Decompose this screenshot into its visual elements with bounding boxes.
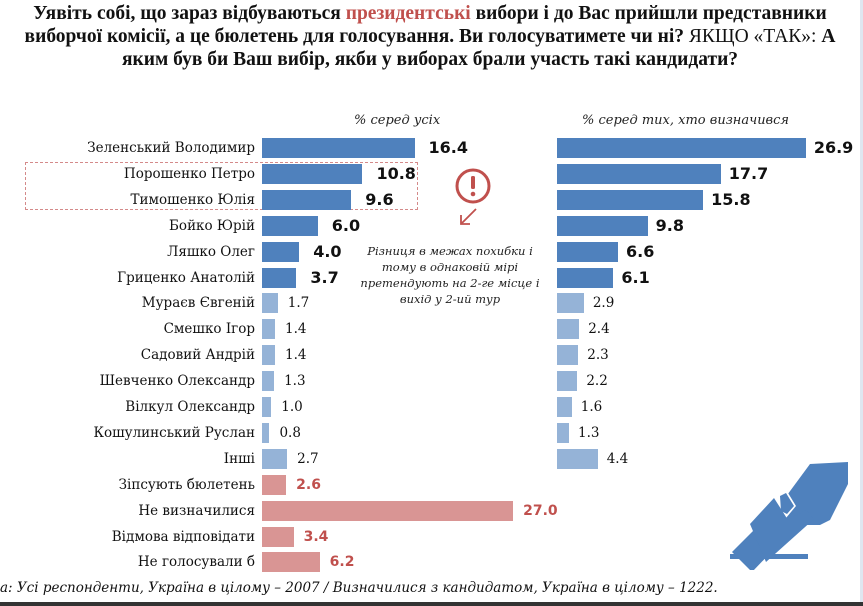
bar-decided bbox=[557, 293, 584, 314]
category-label: Зеленський Володимир bbox=[87, 140, 255, 156]
value-label-all: 1.3 bbox=[284, 373, 306, 390]
bar-decided bbox=[557, 371, 578, 392]
bar-all-respondents bbox=[262, 345, 276, 366]
bar-all-respondents bbox=[262, 189, 352, 210]
bar-all-respondents bbox=[262, 319, 276, 340]
category-label: Тимошенко Юлія bbox=[130, 191, 255, 208]
title-text-3: А яким був би Ваш вибір, якби у виборах … bbox=[121, 26, 836, 70]
bar-decided bbox=[557, 241, 619, 262]
bar-decided bbox=[557, 422, 570, 443]
title-text-2: вибори і до Вас прийшли представники виб… bbox=[24, 3, 827, 47]
title-condition: ЯКЩО «ТАК»: bbox=[688, 26, 817, 47]
value-label-decided: 1.6 bbox=[580, 399, 603, 415]
value-label-all: 3.4 bbox=[303, 528, 329, 545]
category-label: Не голосували б bbox=[137, 554, 255, 571]
bar-all-respondents bbox=[262, 215, 318, 236]
value-label-all: 6.0 bbox=[331, 215, 361, 235]
value-label-all: 2.7 bbox=[297, 450, 319, 467]
value-label-all: 9.6 bbox=[365, 189, 394, 209]
category-label: Кошулинський Руслан bbox=[93, 424, 256, 441]
chart-title: Уявіть собі, що зараз відбуваються прези… bbox=[0, 2, 860, 71]
value-label-decided: 1.3 bbox=[578, 424, 600, 441]
exclamation-circle-icon bbox=[455, 168, 491, 225]
value-label-decided: 26.9 bbox=[813, 138, 854, 157]
bar-decided bbox=[557, 319, 580, 340]
category-label: Відмова відповідати bbox=[111, 528, 255, 545]
value-label-decided: 9.8 bbox=[655, 215, 684, 235]
value-label-all: 10.8 bbox=[376, 163, 416, 183]
value-label-decided: 15.8 bbox=[711, 189, 751, 209]
bar-all-respondents bbox=[262, 500, 514, 521]
footer-line bbox=[0, 602, 863, 606]
bar-decided bbox=[557, 189, 704, 210]
value-label-all: 0.8 bbox=[279, 424, 301, 441]
bar-decided bbox=[557, 215, 648, 236]
category-label: Зіпсують бюлетень bbox=[118, 476, 255, 493]
bar-decided bbox=[557, 448, 598, 469]
value-label-all: 16.4 bbox=[428, 138, 468, 157]
category-label: Гриценко Анатолій bbox=[117, 269, 255, 286]
value-label-all: 1.4 bbox=[285, 347, 307, 364]
category-label: Порошенко Петро bbox=[123, 165, 255, 182]
category-label: Ляшко Олег bbox=[167, 243, 255, 260]
value-label-decided: 6.1 bbox=[621, 267, 650, 287]
category-label: Шевченко Олександр bbox=[99, 373, 255, 390]
bar-all-respondents bbox=[262, 448, 288, 469]
bar-all-respondents bbox=[262, 267, 297, 288]
right-chart-subtitle: % серед тих, хто визначився bbox=[582, 113, 790, 128]
value-label-all: 4.0 bbox=[313, 241, 342, 261]
value-label-decided: 2.2 bbox=[586, 373, 608, 390]
footer-base-note: а: Усі респонденти, Україна в цілому – 2… bbox=[0, 580, 718, 596]
value-label-decided: 6.6 bbox=[626, 241, 655, 261]
category-label: Смешко Ігор bbox=[163, 321, 255, 338]
value-label-all: 6.2 bbox=[329, 554, 355, 571]
bar-decided bbox=[557, 163, 721, 184]
value-label-all: 1.7 bbox=[287, 295, 310, 312]
bar-all-respondents bbox=[262, 138, 415, 158]
value-label-all: 27.0 bbox=[523, 502, 558, 519]
left-chart-subtitle: % серед усіх bbox=[354, 113, 441, 128]
category-label: Не визначилися bbox=[138, 502, 255, 519]
title-accent: президентські bbox=[345, 3, 471, 24]
category-label: Садовий Андрій bbox=[140, 347, 255, 364]
right-border bbox=[860, 0, 863, 606]
title-text-1: Уявіть собі, що зараз відбуваються bbox=[33, 3, 346, 24]
value-label-decided: 17.7 bbox=[728, 163, 769, 183]
bar-all-respondents bbox=[262, 163, 363, 184]
category-label: Мураєв Євгеній bbox=[141, 295, 255, 312]
category-label: Бойко Юрій bbox=[169, 217, 255, 234]
bar-decided bbox=[557, 345, 579, 366]
bar-all-respondents bbox=[262, 241, 300, 262]
ballot-box-hand-icon bbox=[730, 462, 848, 570]
category-label: Вілкул Олександр bbox=[125, 399, 255, 415]
bar-all-respondents bbox=[262, 397, 272, 417]
bar-all-respondents bbox=[262, 526, 294, 547]
annotation-note: Різниця в межах похибки і тому в однаков… bbox=[360, 244, 540, 306]
bar-decided bbox=[557, 397, 572, 417]
highlight-box bbox=[25, 162, 418, 210]
bar-decided bbox=[557, 138, 806, 158]
value-label-decided: 2.9 bbox=[592, 295, 615, 312]
bar-all-respondents bbox=[262, 371, 275, 392]
value-label-decided: 4.4 bbox=[606, 450, 629, 467]
value-label-all: 1.0 bbox=[281, 399, 303, 415]
value-label-all: 1.4 bbox=[285, 321, 307, 338]
bar-all-respondents bbox=[262, 552, 320, 573]
value-label-decided: 2.3 bbox=[587, 347, 609, 364]
bar-all-respondents bbox=[262, 293, 278, 314]
category-label: Інші bbox=[223, 450, 255, 467]
value-label-all: 2.6 bbox=[296, 476, 321, 493]
bar-decided bbox=[557, 267, 614, 288]
value-label-all: 3.7 bbox=[310, 267, 339, 287]
bar-all-respondents bbox=[262, 422, 270, 443]
bar-all-respondents bbox=[262, 474, 287, 495]
value-label-decided: 2.4 bbox=[588, 321, 610, 338]
